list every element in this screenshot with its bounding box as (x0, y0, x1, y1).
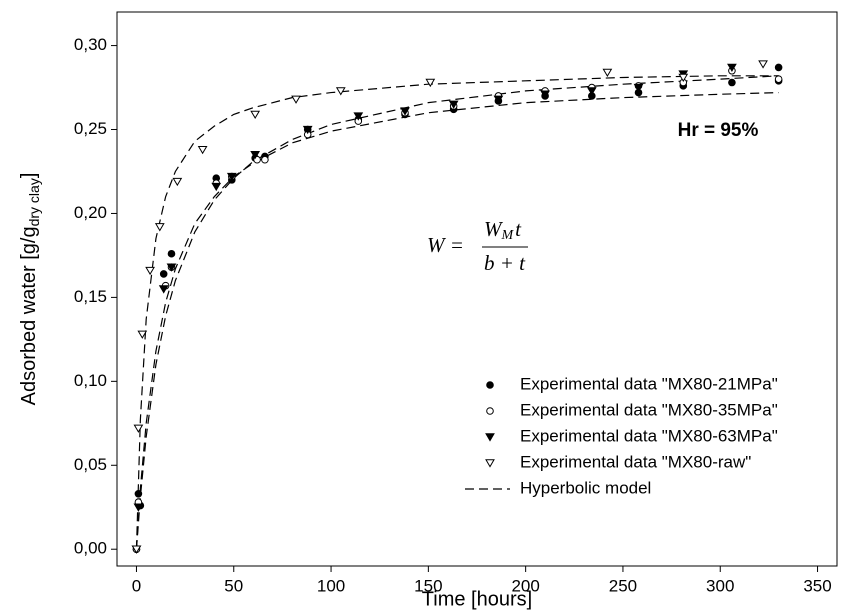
legend-label: Hyperbolic model (520, 478, 651, 497)
y-tick-label: 0,25 (74, 119, 107, 138)
y-axis-label-sub: dry clay (26, 178, 42, 226)
data-point (602, 68, 613, 78)
y-axis-label-main: Adsorbed water [g/g (18, 226, 40, 405)
x-tick-label: 300 (706, 576, 734, 595)
data-point (167, 249, 176, 258)
data-point (586, 87, 597, 96)
x-tick-label: 100 (317, 576, 345, 595)
data-point (134, 490, 143, 498)
x-tick-label: 350 (803, 576, 831, 595)
x-tick-label: 50 (224, 576, 243, 595)
legend-marker (486, 407, 494, 415)
x-tick-label: 200 (511, 576, 539, 595)
y-tick-label: 0,05 (74, 455, 107, 474)
data-point (728, 78, 736, 87)
data-point (166, 263, 177, 272)
data-point (540, 90, 550, 99)
legend-label: Experimental data "MX80-raw" (520, 452, 751, 471)
data-point (774, 63, 783, 72)
data-point (335, 87, 346, 96)
equation-t: t (515, 217, 522, 241)
annotation: Hr = 95% (678, 120, 759, 141)
data-point (131, 545, 142, 554)
x-tick-label: 150 (414, 576, 442, 595)
x-axis-label: Time [hours] (422, 588, 532, 610)
equation-w: W (484, 217, 504, 241)
data-point (211, 182, 222, 192)
data-point (226, 172, 237, 182)
legend-marker (485, 433, 495, 442)
y-tick-label: 0,15 (74, 287, 107, 306)
equation: W = WMt b + t (427, 217, 528, 275)
data-point (133, 503, 144, 512)
plot-frame (116, 11, 838, 567)
data-point (353, 112, 364, 121)
y-axis-label: Adsorbed water [g/gdry clay] (18, 173, 41, 406)
equation-numerator: WMt (484, 217, 522, 243)
data-point (678, 73, 689, 83)
legend-label: Experimental data "MX80-35MPa" (520, 400, 778, 419)
data-point (197, 145, 208, 155)
data-point (250, 150, 261, 160)
equation-sub: M (501, 228, 515, 243)
data-point (137, 330, 148, 339)
data-point (425, 78, 436, 88)
data-point (172, 177, 183, 187)
data-point (133, 424, 144, 433)
data-point (159, 270, 168, 278)
y-tick-label: 0,00 (74, 539, 107, 558)
data-point (774, 75, 783, 83)
data-point (250, 110, 261, 119)
equation-denominator: b + t (484, 251, 526, 275)
data-point (727, 63, 737, 72)
legend-label: Experimental data "MX80-63MPa" (520, 426, 778, 445)
y-tick-label: 0,10 (74, 371, 107, 390)
data-point (302, 125, 313, 135)
data-point (400, 107, 410, 116)
data-point (493, 95, 504, 104)
data-point (291, 95, 301, 104)
legend-label: Experimental data "MX80-21MPa" (520, 374, 778, 393)
x-tick-label: 250 (609, 576, 637, 595)
y-tick-label: 0,20 (74, 203, 107, 222)
legend-marker (485, 459, 495, 468)
y-tick-label: 0,30 (74, 35, 107, 54)
data-point (633, 83, 644, 93)
x-tick-label: 0 (132, 576, 141, 595)
data-point (758, 60, 768, 69)
equation-lhs: W = (427, 233, 464, 257)
model-curve (135, 75, 779, 550)
model-curve (135, 91, 779, 550)
legend-marker (486, 381, 494, 389)
data-point (145, 266, 155, 276)
data-point (154, 223, 165, 232)
data-point (261, 155, 269, 164)
data-point (448, 100, 459, 109)
model-curve (135, 75, 779, 550)
y-axis-label-end: ] (18, 173, 40, 179)
data-point (158, 285, 169, 294)
